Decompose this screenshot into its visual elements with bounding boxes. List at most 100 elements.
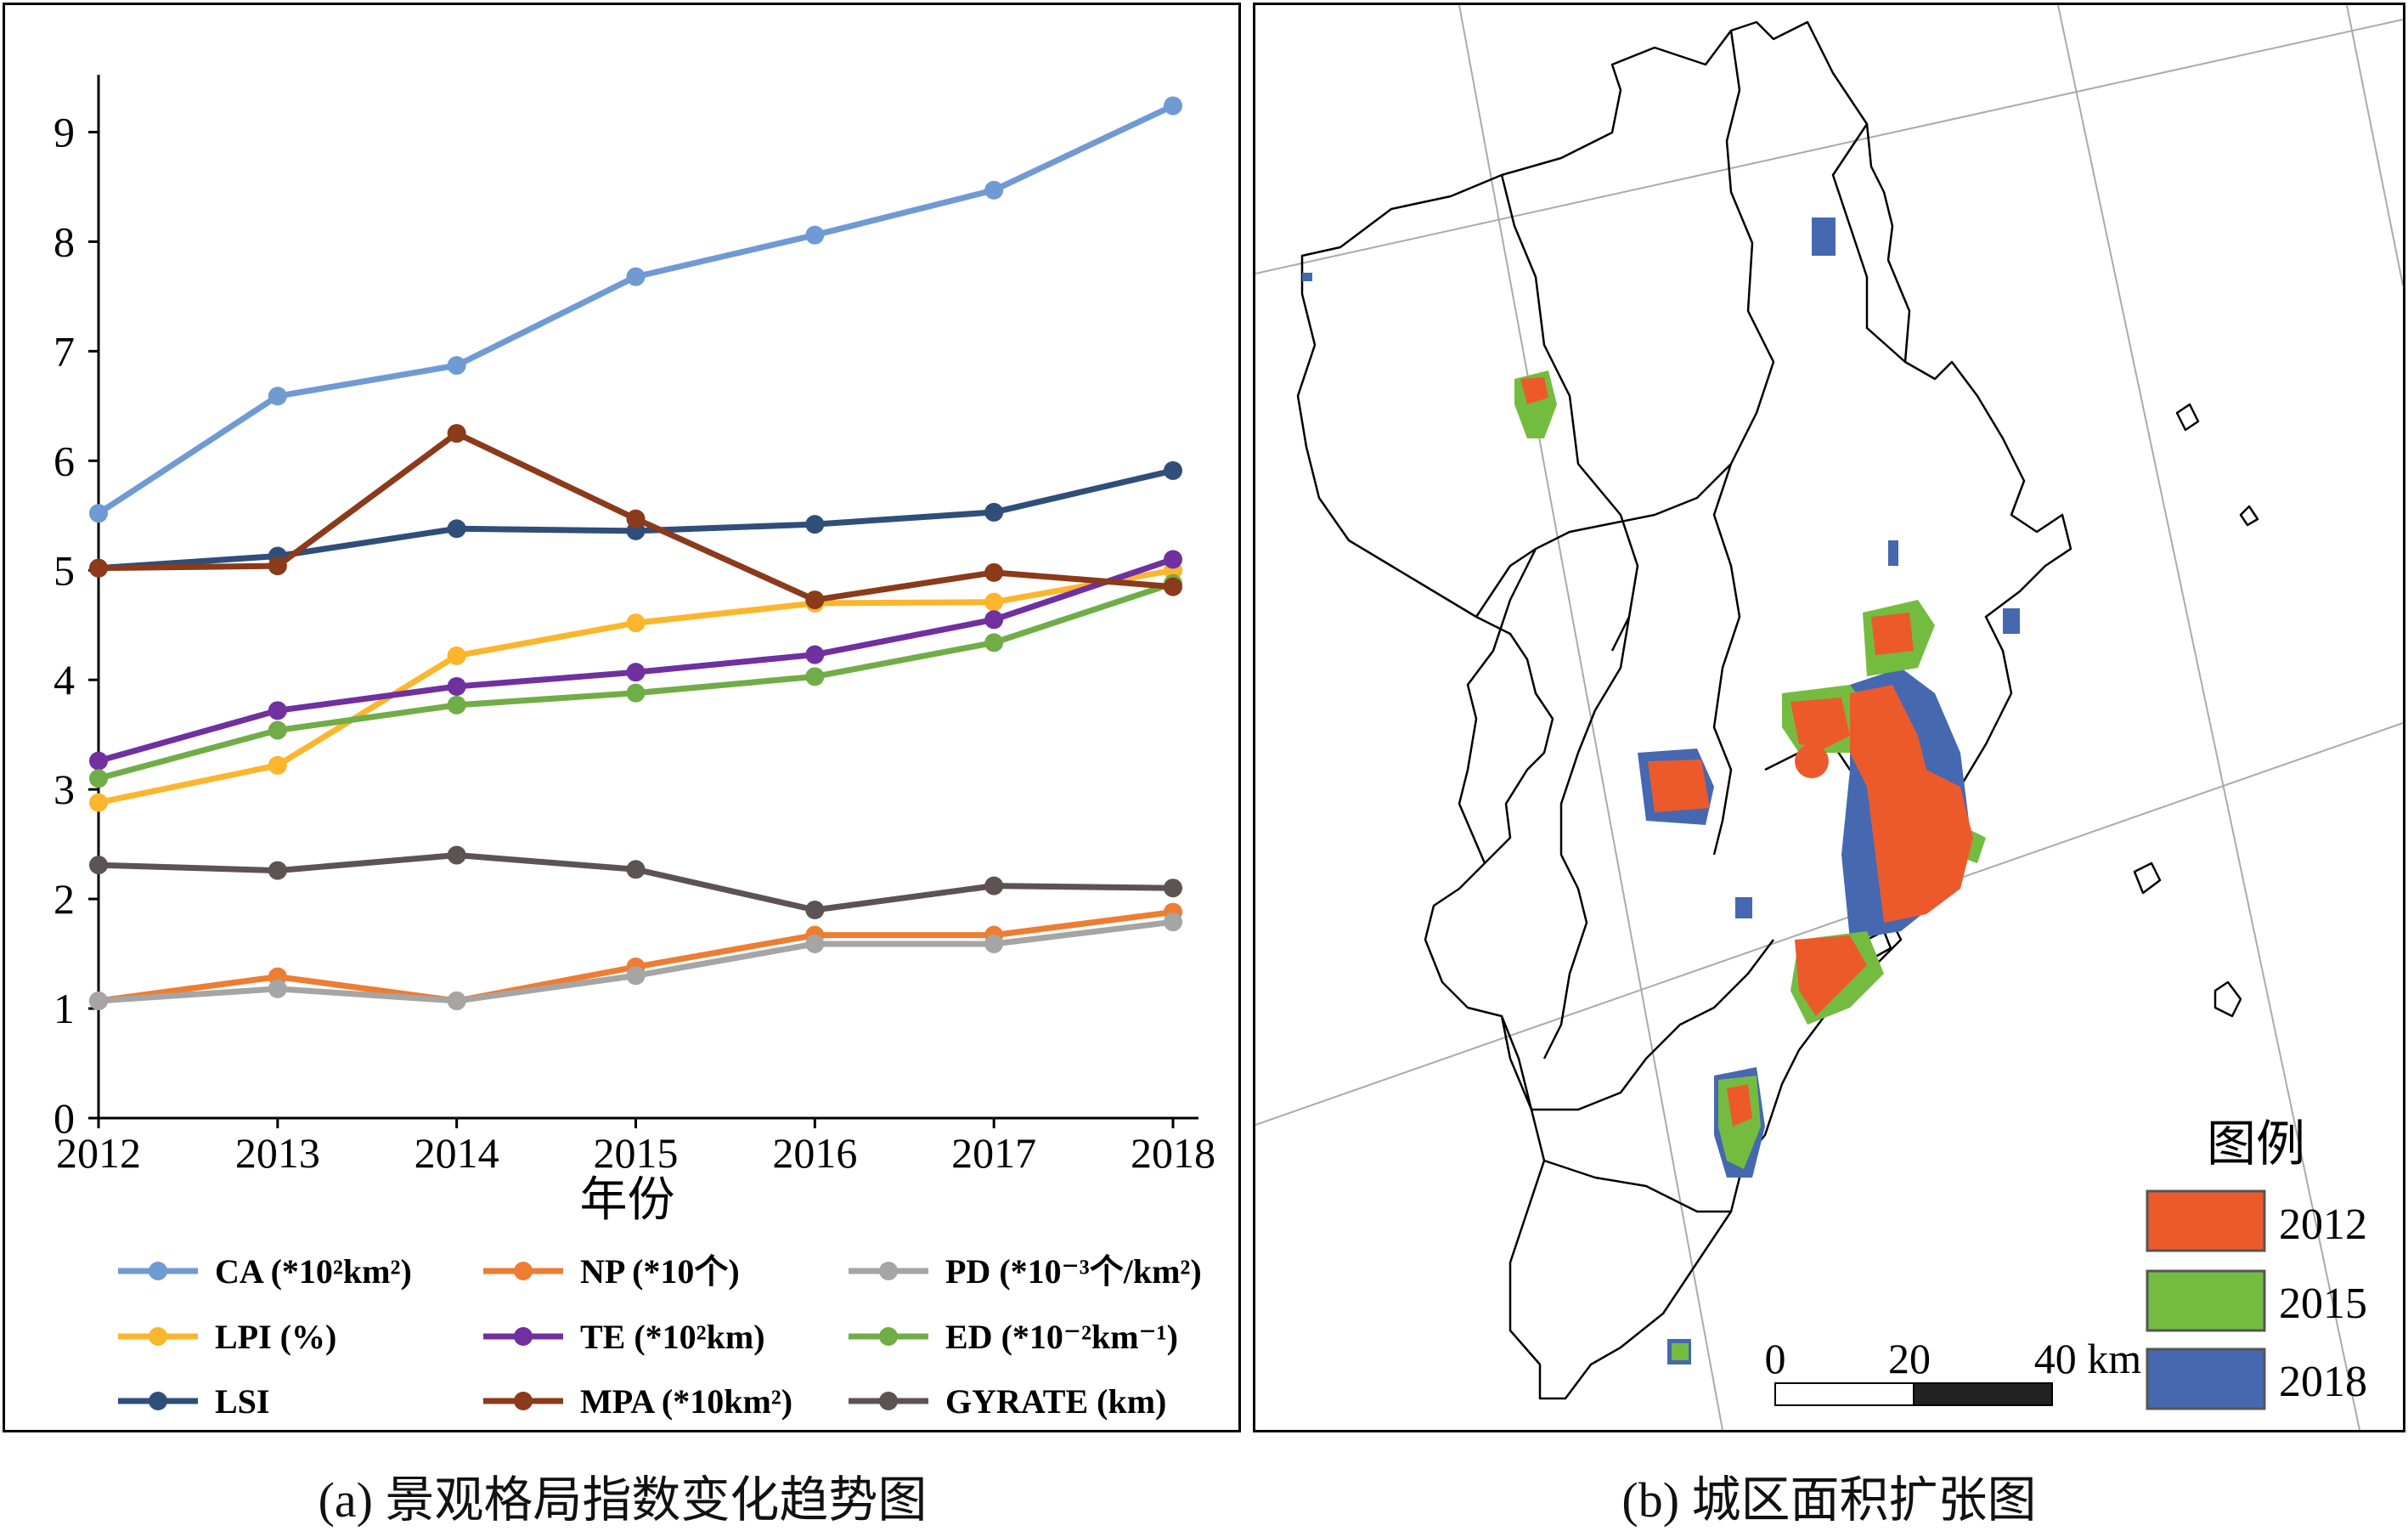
scale-bar: 0 20 40 km (1765, 1335, 2141, 1406)
data-point (447, 356, 466, 376)
map-legend-title: 图例 (2207, 1116, 2305, 1172)
data-point (626, 860, 646, 879)
data-point (805, 590, 825, 610)
data-point (268, 701, 287, 720)
patch-2018-ctr (1888, 540, 1898, 566)
data-point (984, 502, 1004, 522)
legend-swatch-2015 (2146, 1269, 2266, 1332)
data-point (984, 180, 1004, 200)
patch-2012-upper (1871, 613, 1914, 655)
data-point (268, 556, 287, 576)
legend-marker (879, 1392, 898, 1410)
legend-label: NP (*10个) (580, 1252, 740, 1291)
island-2 (2133, 862, 2162, 895)
data-point (89, 769, 108, 788)
data-point (447, 646, 466, 665)
patch-2015-tip (1672, 1343, 1689, 1360)
boundary-outline (1296, 20, 2072, 1400)
data-point (447, 676, 466, 696)
data-point (805, 645, 825, 664)
data-point (89, 504, 108, 523)
patch-2012-city (1850, 685, 1973, 923)
legend-label: ED (*10⁻²km⁻¹) (945, 1318, 1178, 1356)
patch-2018-e (2003, 608, 2020, 634)
legend-label: LSI (215, 1382, 270, 1421)
data-point (984, 610, 1004, 630)
line-chart: 0 1 2 3 4 5 6 7 8 9 2012 2013 2014 2015 2016 2017 2018 年份… (54, 75, 1215, 1421)
legend-marker (149, 1262, 167, 1280)
x-tick-label: 2015 (594, 1129, 679, 1177)
data-point (1164, 96, 1182, 116)
boundary-inner-8 (1543, 1159, 1731, 1213)
patch-2018-mid (1735, 897, 1752, 918)
legend-marker (879, 1327, 898, 1346)
data-point (805, 225, 825, 245)
y-tick-label: 4 (54, 656, 75, 703)
y-tick-label: 6 (54, 437, 75, 484)
data-point (89, 856, 108, 875)
data-point (984, 934, 1004, 953)
legend-label: GYRATE (km) (945, 1382, 1166, 1421)
patch-2012-blob (1795, 744, 1829, 778)
data-point (268, 861, 287, 880)
graticule (1255, 5, 2403, 1430)
patch-2012-south (1727, 1084, 1752, 1127)
data-point (626, 683, 646, 703)
y-tick-label: 9 (54, 108, 75, 155)
caption-a: (a) 景观格局指数变化趋势图 (318, 1472, 928, 1528)
legend-label: PD (*10⁻³个/km²) (945, 1252, 1202, 1291)
data-point (984, 876, 1004, 895)
x-tick-label: 2013 (235, 1129, 320, 1177)
data-point (1164, 550, 1182, 569)
legend-marker (514, 1262, 533, 1280)
scale-label-0: 0 (1765, 1335, 1786, 1382)
scale-bar-black (1913, 1382, 2053, 1406)
data-point (626, 509, 646, 528)
data-point (984, 633, 1004, 653)
y-tick-label: 8 (54, 218, 75, 265)
legend-label: CA (*10²km²) (215, 1252, 412, 1291)
y-tick-label: 5 (54, 546, 75, 594)
legend-label-2015: 2015 (2279, 1280, 2367, 1328)
map-legend: 图例 2012 2015 2018 (2146, 1116, 2367, 1410)
data-point (626, 267, 646, 286)
urban-expansion-map: 0 20 40 km 图例 2012 2015 2018 (1255, 5, 2403, 1430)
data-point (268, 387, 287, 406)
caption-b: (b) 城区面积扩张图 (1621, 1472, 2037, 1528)
y-tick-label: 7 (54, 327, 75, 375)
data-point (89, 793, 108, 812)
data-point (1164, 878, 1182, 898)
patch-2018-nw (1302, 273, 1312, 281)
y-tick-label: 0 (54, 1094, 75, 1142)
legend-marker (879, 1262, 898, 1280)
data-point (626, 663, 646, 682)
map-panel: 0 20 40 km 图例 2012 2015 2018 (1253, 3, 2405, 1432)
data-point (805, 667, 825, 686)
boundary-inner-4 (1712, 463, 1741, 856)
data-point (268, 979, 287, 998)
legend-label: MPA (*10km²) (580, 1382, 792, 1421)
coast-islet (2175, 403, 2200, 432)
patch-2012-nw (1520, 377, 1548, 404)
series-line (98, 556, 1175, 765)
y-tick-label: 3 (54, 766, 75, 813)
data-point (805, 901, 825, 919)
island-1 (2213, 980, 2242, 1018)
legend-label-2018: 2018 (2279, 1358, 2367, 1406)
boundary-inner-1 (1500, 174, 1639, 652)
legend-marker (514, 1327, 533, 1346)
data-point (626, 966, 646, 986)
data-point (984, 562, 1004, 582)
scale-bar-white (1774, 1382, 1915, 1406)
data-point (447, 424, 466, 443)
data-point (268, 755, 287, 775)
data-point (89, 991, 108, 1011)
patch-2012-coast (1795, 935, 1867, 1016)
data-point (447, 991, 466, 1011)
y-tick-label: 2 (54, 875, 75, 923)
series-line (97, 103, 1175, 517)
scale-label-20: 20 (1888, 1335, 1931, 1382)
data-point (626, 613, 646, 633)
patch-2018-north (1812, 218, 1836, 256)
legend-swatch-2018 (2146, 1347, 2266, 1410)
